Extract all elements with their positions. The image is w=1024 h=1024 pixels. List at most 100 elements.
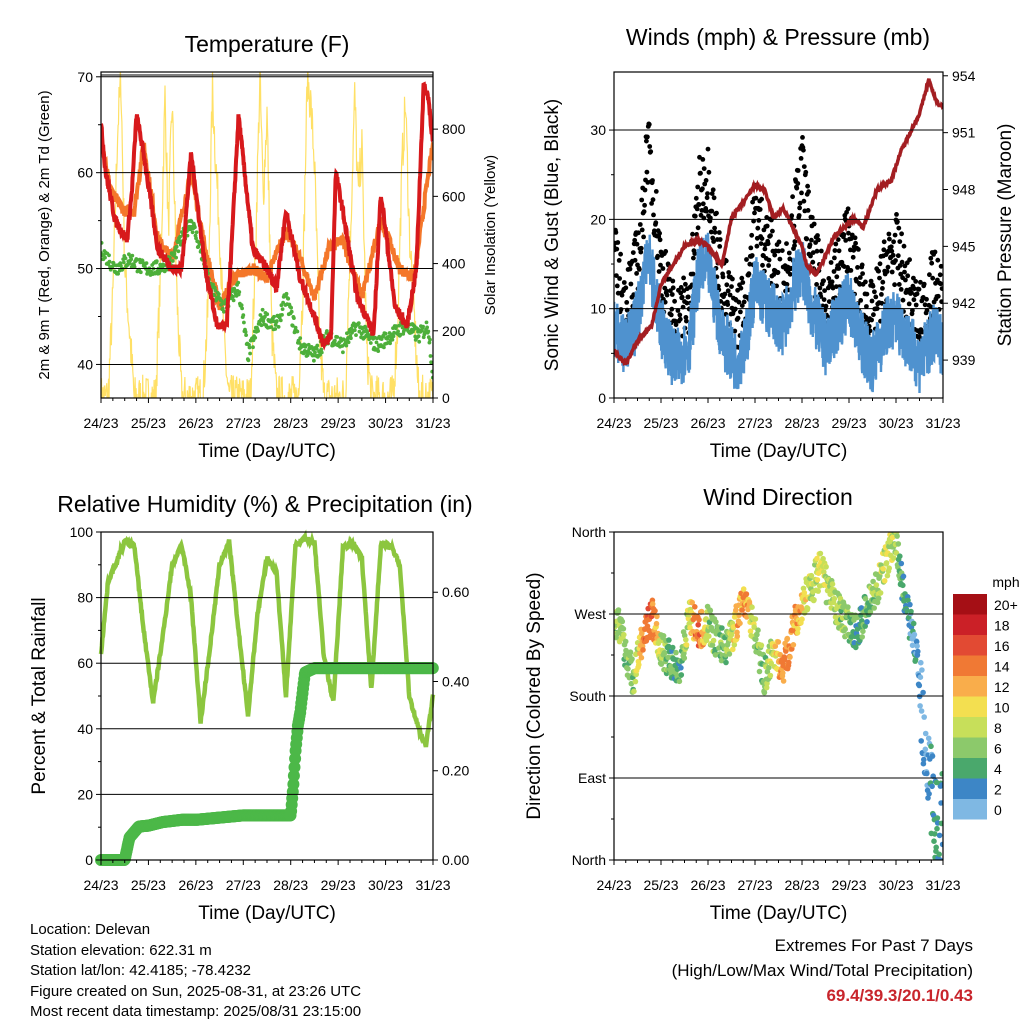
gust-point: [650, 178, 655, 183]
gust-point: [710, 187, 716, 193]
gust-point: [692, 213, 698, 219]
dewpoint-point: [430, 369, 433, 374]
direction-point: [692, 604, 698, 610]
dewpoint-point: [333, 338, 337, 343]
direction-point: [936, 851, 942, 858]
gust-point: [881, 247, 887, 253]
gust-point: [939, 286, 943, 291]
x-tick-label: 27/23: [737, 415, 772, 431]
series-relative-humidity: [98, 529, 436, 748]
direction-point: [660, 633, 667, 639]
direction-point: [862, 623, 868, 629]
gust-point: [644, 138, 649, 144]
gust-point: [641, 234, 646, 240]
gust-point: [833, 241, 839, 247]
gust-point: [829, 279, 835, 285]
dewpoint-point: [280, 313, 284, 317]
gust-point: [705, 191, 710, 197]
y-axis-label: 2m & 9m T (Red, Orange) & 2m Td (Green): [36, 90, 53, 379]
gust-point: [616, 258, 622, 263]
gust-point: [794, 185, 800, 191]
y-tick-label: 40: [77, 721, 93, 737]
gust-point: [857, 281, 863, 287]
direction-point: [687, 624, 693, 631]
y2-tick-label: 0.40: [442, 673, 469, 689]
chart-title: Winds (mph) & Pressure (mb): [626, 24, 930, 50]
y2-tick-label: 945: [952, 238, 976, 254]
direction-point: [920, 689, 926, 696]
direction-point: [931, 838, 937, 844]
gust-point: [700, 157, 706, 162]
gust-point: [843, 238, 849, 243]
direction-point: [864, 619, 870, 625]
gust-point: [937, 272, 943, 278]
gust-point: [729, 284, 734, 289]
direction-point: [922, 730, 929, 737]
direction-point: [631, 688, 637, 695]
y-tick-label: 70: [77, 69, 93, 85]
dewpoint-point: [354, 333, 358, 337]
direction-point: [615, 607, 622, 613]
dewpoint-point: [237, 290, 242, 294]
direction-point: [918, 659, 924, 666]
direction-point: [665, 654, 671, 661]
gust-point: [657, 237, 663, 243]
gust-point: [790, 194, 795, 200]
dewpoint-point: [342, 337, 346, 342]
dewpoint-point: [265, 312, 270, 317]
direction-point: [908, 608, 914, 615]
dewpoint-point: [314, 346, 319, 351]
legend-swatch: [953, 655, 987, 676]
gust-point: [669, 306, 675, 312]
y-axis-label: Direction (Colored By Speed): [524, 572, 545, 819]
legend-swatch: [953, 676, 987, 697]
gust-point: [850, 254, 856, 260]
gust-point: [888, 244, 894, 250]
dewpoint-point: [242, 320, 246, 325]
precip-point: [287, 769, 300, 782]
gust-point: [787, 271, 793, 277]
dewpoint-point: [349, 336, 353, 341]
direction-point: [875, 595, 882, 602]
gust-point: [803, 169, 809, 175]
gust-point: [704, 195, 710, 201]
dewpoint-point: [273, 327, 278, 331]
direction-point: [683, 636, 689, 643]
gust-point: [776, 248, 781, 254]
gust-point: [935, 257, 941, 263]
gust-point: [894, 212, 899, 217]
gust-point: [632, 257, 638, 263]
direction-point: [681, 655, 688, 661]
dewpoint-point: [341, 350, 345, 355]
gust-point: [757, 207, 763, 212]
direction-point: [627, 649, 634, 655]
gust-point: [815, 233, 820, 238]
direction-point: [936, 832, 943, 839]
legend-swatch: [953, 737, 987, 758]
direction-point: [734, 633, 741, 639]
dewpoint-point: [107, 253, 111, 258]
gust-point: [759, 196, 764, 202]
direction-point: [737, 620, 743, 627]
gust-point: [930, 275, 936, 281]
gust-point: [876, 268, 881, 274]
direction-point: [907, 601, 913, 608]
gust-point: [738, 309, 743, 315]
gust-point: [911, 286, 917, 292]
gust-point: [797, 205, 802, 211]
x-tick-label: 24/23: [596, 877, 631, 893]
y2-tick-label: 939: [952, 352, 976, 368]
dewpoint-point: [298, 336, 303, 340]
gust-point: [897, 239, 903, 245]
gust-point: [766, 257, 772, 263]
gust-point: [816, 237, 821, 243]
dewpoint-point: [426, 329, 431, 334]
gust-point: [658, 262, 663, 268]
gust-point: [700, 186, 705, 192]
gust-point: [852, 235, 858, 241]
x-tick-label: 31/23: [925, 877, 960, 893]
dewpoint-point: [278, 318, 283, 323]
direction-point: [937, 857, 943, 860]
gust-point: [795, 168, 801, 173]
